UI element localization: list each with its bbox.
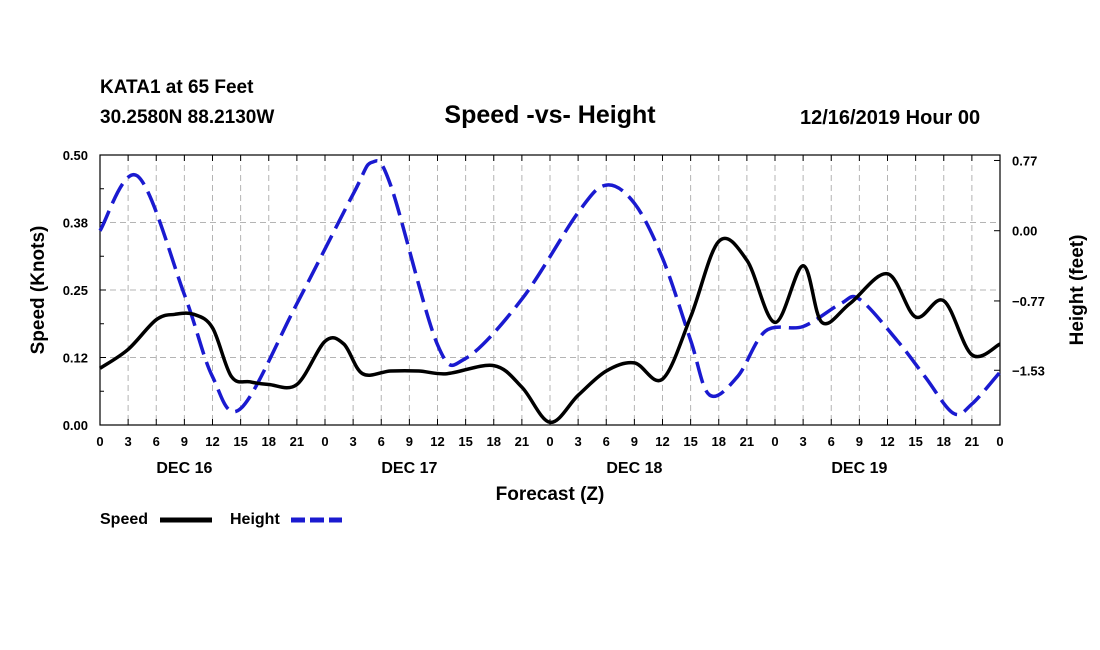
y-right-tick-label: 0.00: [1012, 224, 1037, 239]
x-tick-label: 0: [771, 434, 778, 449]
y-axis-right-title: Height (feet): [1067, 235, 1088, 346]
x-tick-label: 0: [96, 434, 103, 449]
x-tick-label: 18: [487, 434, 501, 449]
y-left-tick-label: 0.00: [63, 418, 88, 433]
x-tick-label: 21: [965, 434, 979, 449]
run-time: 12/16/2019 Hour 00: [800, 107, 981, 129]
x-tick-label: 9: [856, 434, 863, 449]
grid-layer: [100, 155, 1000, 425]
x-tick-label: 18: [712, 434, 726, 449]
x-tick-label: 6: [828, 434, 835, 449]
x-tick-label: 3: [575, 434, 582, 449]
x-tick-label: 6: [603, 434, 610, 449]
legend: Speed Height: [100, 511, 342, 528]
x-tick-label: 21: [515, 434, 529, 449]
y-left-tick-label: 0.50: [63, 148, 88, 163]
x-day-label: DEC 16: [156, 460, 212, 477]
x-tick-label: 3: [125, 434, 132, 449]
x-tick-label: 9: [631, 434, 638, 449]
y-left-tick-label: 0.12: [63, 351, 88, 366]
x-day-label: DEC 17: [381, 460, 437, 477]
x-tick-label: 3: [350, 434, 357, 449]
x-tick-label: 6: [153, 434, 160, 449]
x-tick-label: 21: [290, 434, 304, 449]
ticks-layer: 0 3 6 9 12 15 18 21 0 3 6 9 12 15 18 21 0 3 6 9 12 15 18 21 0 3 6 9…: [63, 148, 1045, 477]
x-tick-label: 12: [655, 434, 669, 449]
x-day-label: DEC 18: [606, 460, 662, 477]
series-layer: [98, 159, 1002, 425]
x-tick-label: 18: [262, 434, 276, 449]
chart-title: Speed -vs- Height: [444, 101, 656, 129]
x-tick-label: 9: [406, 434, 413, 449]
x-tick-label: 0: [996, 434, 1003, 449]
y-left-tick-label: 0.25: [63, 283, 88, 298]
x-tick-label: 15: [683, 434, 697, 449]
legend-label-height: Height: [230, 511, 280, 528]
y-axis-left-title: Speed (Knots): [28, 226, 49, 355]
station-coordinates: 30.2580N 88.2130W: [100, 107, 275, 128]
x-tick-label: 12: [430, 434, 444, 449]
y-right-tick-label: 0.77: [1012, 153, 1037, 168]
x-tick-label: 12: [880, 434, 894, 449]
x-tick-label: 15: [908, 434, 922, 449]
series-line-height: [98, 159, 1002, 417]
x-axis-title: Forecast (Z): [496, 484, 605, 505]
x-tick-label: 12: [205, 434, 219, 449]
series-line-speed: [99, 236, 1001, 425]
y-left-tick-label: 0.38: [63, 216, 88, 231]
station-label: KATA1 at 65 Feet: [100, 77, 254, 98]
x-tick-label: 0: [321, 434, 328, 449]
legend-label-speed: Speed: [100, 511, 148, 528]
y-right-tick-label: −1.53: [1012, 363, 1045, 378]
x-tick-label: 15: [458, 434, 472, 449]
x-day-label: DEC 19: [831, 460, 887, 477]
y-right-tick-label: −0.77: [1012, 294, 1045, 309]
x-tick-label: 6: [378, 434, 385, 449]
x-tick-label: 9: [181, 434, 188, 449]
x-tick-label: 15: [233, 434, 247, 449]
x-tick-label: 18: [937, 434, 951, 449]
x-tick-label: 3: [800, 434, 807, 449]
x-tick-label: 21: [740, 434, 754, 449]
x-tick-label: 0: [546, 434, 553, 449]
